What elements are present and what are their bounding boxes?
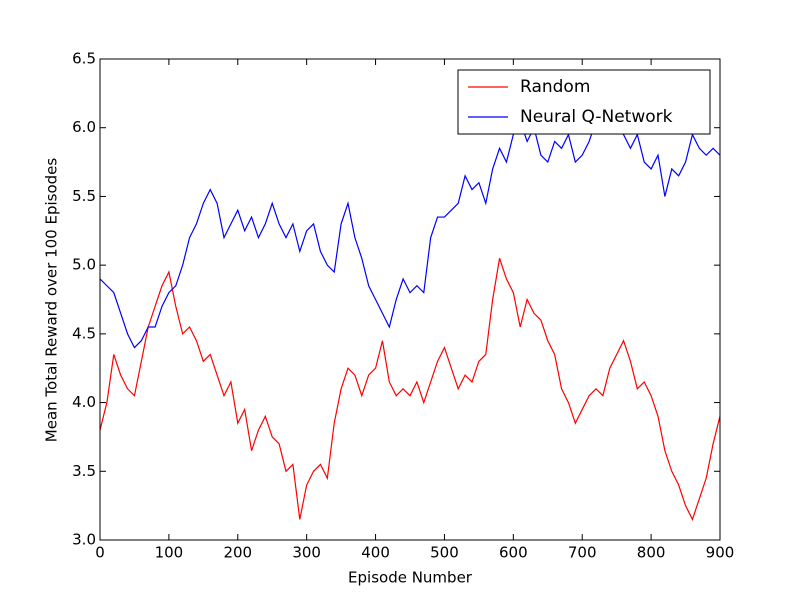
- legend-label: Neural Q-Network: [520, 107, 673, 127]
- x-tick-label: 100: [155, 544, 184, 562]
- y-axis-label: Mean Total Reward over 100 Episodes: [43, 158, 61, 443]
- x-tick-label: 800: [637, 544, 666, 562]
- series-line: [100, 258, 720, 521]
- x-tick-label: 0: [95, 544, 105, 562]
- x-tick-label: 900: [706, 544, 735, 562]
- x-axis-label: Episode Number: [348, 569, 473, 587]
- y-tick-label: 3.0: [72, 531, 96, 549]
- x-tick-label: 600: [499, 544, 528, 562]
- y-tick-label: 6.0: [72, 118, 96, 136]
- x-tick-label: 500: [430, 544, 459, 562]
- x-tick-label: 700: [568, 544, 597, 562]
- x-tick-label: 400: [361, 544, 390, 562]
- legend-label: Random: [520, 77, 590, 97]
- y-tick-label: 5.0: [72, 256, 96, 274]
- y-tick-label: 3.5: [72, 462, 96, 480]
- x-tick-label: 200: [223, 544, 252, 562]
- y-tick-label: 5.5: [72, 187, 96, 205]
- y-tick-label: 4.5: [72, 324, 96, 342]
- y-tick-label: 6.5: [72, 50, 96, 68]
- plot-frame: [99, 58, 721, 541]
- x-tick-label: 300: [292, 544, 321, 562]
- series-line: [100, 119, 720, 349]
- y-tick-label: 4.0: [72, 393, 96, 411]
- legend-box: [457, 69, 711, 135]
